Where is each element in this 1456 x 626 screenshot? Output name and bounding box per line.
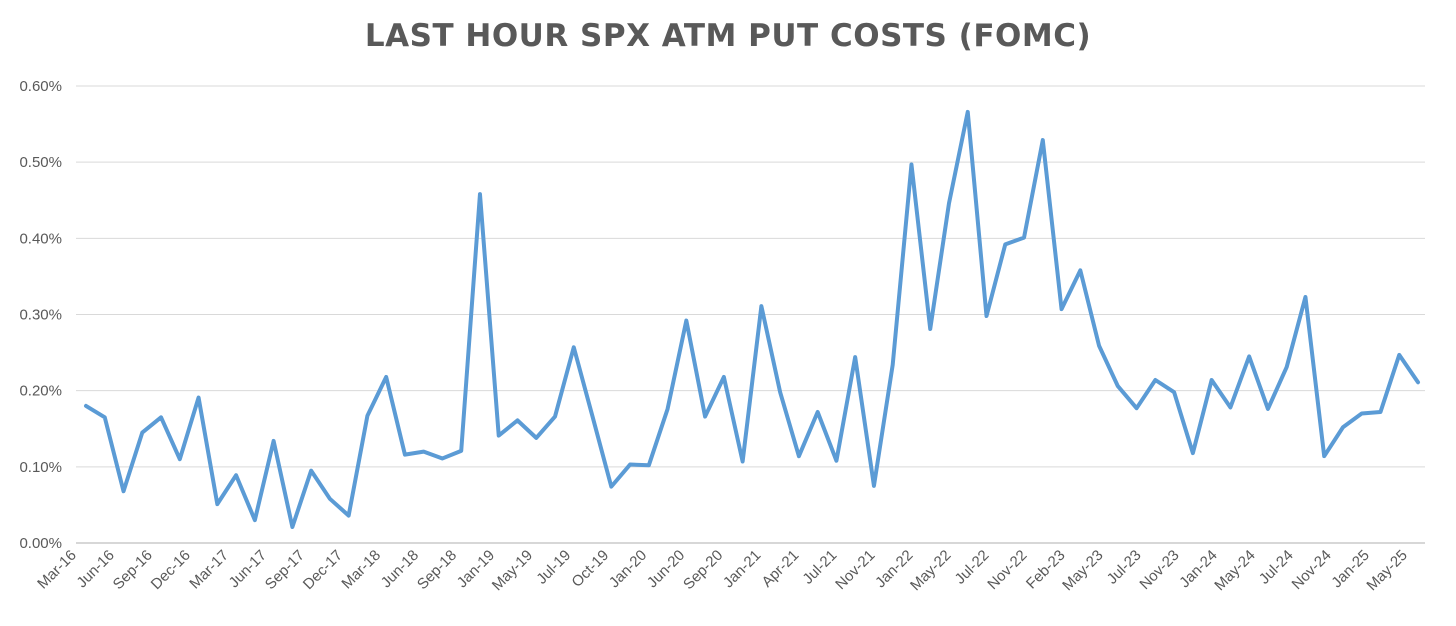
x-tick-label: May-25 [1363, 547, 1410, 594]
y-tick-label: 0.40% [19, 230, 62, 247]
x-tick-label: Nov-23 [1136, 547, 1182, 593]
x-tick-label: Mar-18 [338, 547, 384, 593]
y-axis-ticks: 0.00% 0.10% 0.20% 0.30% 0.40% 0.50% 0.60% [19, 78, 62, 552]
series-line [84, 109, 1420, 529]
y-tick-label: 0.10% [19, 459, 62, 476]
x-tick-label: Jul-19 [533, 547, 574, 588]
x-tick-label: Nov-22 [984, 547, 1030, 593]
x-tick-label: Mar-16 [34, 547, 80, 593]
x-tick-label: Oct-19 [568, 547, 612, 591]
x-tick-label: Sep-20 [680, 547, 726, 593]
x-tick-label: Jun-20 [644, 547, 688, 591]
x-tick-label: Sep-16 [110, 547, 156, 593]
x-tick-label: Jun-16 [73, 547, 117, 591]
x-tick-label: Jun-17 [226, 547, 270, 591]
y-tick-label: 0.60% [19, 78, 62, 95]
x-tick-label: May-23 [1059, 547, 1106, 594]
x-tick-label: Jan-20 [606, 547, 650, 591]
x-tick-label: Jan-21 [720, 547, 764, 591]
gridlines [76, 85, 1425, 544]
x-tick-label: Sep-18 [414, 547, 460, 593]
y-tick-label: 0.30% [19, 307, 62, 324]
x-tick-label: May-19 [489, 547, 536, 594]
x-tick-label: Dec-16 [148, 547, 194, 593]
x-tick-label: May-22 [907, 547, 954, 594]
y-tick-label: 0.00% [19, 535, 62, 552]
series-line-group [84, 109, 1420, 529]
x-tick-label: Mar-17 [186, 547, 232, 593]
x-tick-label: Sep-17 [262, 547, 308, 593]
chart-title: LAST HOUR SPX ATM PUT COSTS (FOMC) [364, 18, 1092, 54]
x-tick-label: Apr-21 [759, 547, 803, 591]
x-tick-label: Nov-21 [832, 547, 878, 593]
x-axis-ticks: Mar-16Jun-16Sep-16Dec-16Mar-17Jun-17Sep-… [34, 547, 1411, 594]
x-tick-label: Nov-24 [1289, 547, 1335, 593]
x-tick-label: Jun-18 [378, 547, 422, 591]
x-tick-label: May-24 [1211, 547, 1258, 594]
x-tick-label: Dec-17 [300, 547, 346, 593]
y-tick-label: 0.50% [19, 154, 62, 171]
y-tick-label: 0.20% [19, 383, 62, 400]
